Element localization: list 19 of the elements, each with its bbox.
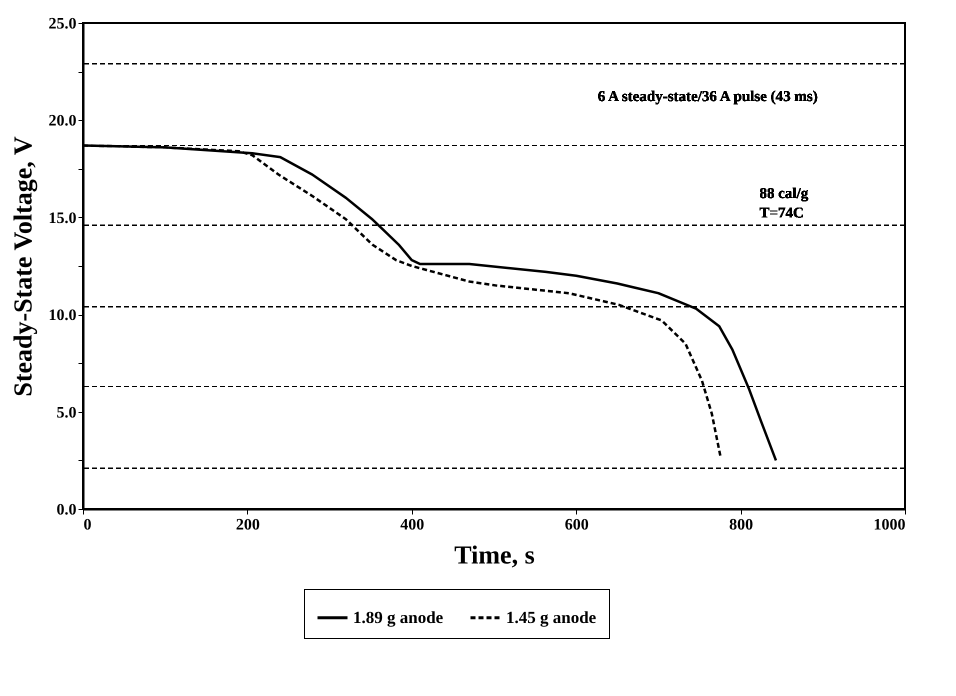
x-tick-label: 200 xyxy=(236,516,260,534)
x-axis-title: Time, s xyxy=(454,540,535,570)
x-tick-label: 800 xyxy=(729,516,754,534)
y-axis-title: Steady-State Voltage, V xyxy=(8,136,38,397)
annotation: 88 cal/g xyxy=(760,186,809,202)
y-tick-label: 20.0 xyxy=(48,112,76,130)
y-tick-label: 25.0 xyxy=(48,16,76,32)
x-tick-label: 1000 xyxy=(874,516,906,534)
y-tick-label: 10.0 xyxy=(48,307,76,324)
legend-label: 1.89 g anode xyxy=(353,608,444,627)
y-tick-label: 15.0 xyxy=(48,210,76,227)
y-tick-label: 5.0 xyxy=(56,404,76,422)
x-tick-label: 400 xyxy=(400,516,424,534)
x-tick-label: 0 xyxy=(84,516,92,534)
x-tick-label: 600 xyxy=(564,516,589,534)
legend-label: 1.45 g anode xyxy=(506,608,597,627)
y-tick-label: 0.0 xyxy=(56,502,76,518)
annotation: T=74C xyxy=(760,206,804,222)
annotation: 6 A steady-state/36 A pulse (43 ms) xyxy=(598,88,818,105)
